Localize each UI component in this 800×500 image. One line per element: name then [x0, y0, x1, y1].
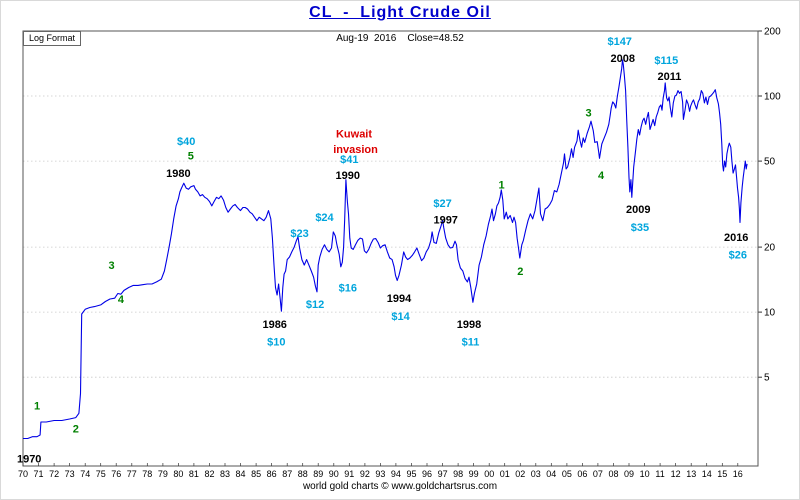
- x-axis-label-10: 10: [640, 469, 650, 479]
- x-axis-label-95: 95: [406, 469, 416, 479]
- x-axis-label-78: 78: [142, 469, 152, 479]
- x-axis-label-92: 92: [360, 469, 370, 479]
- x-axis-label-88: 88: [298, 469, 308, 479]
- annotation-1: 1: [34, 400, 40, 412]
- x-axis-label-72: 72: [49, 469, 59, 479]
- chart-subtitle: Aug-19 2016 Close=48.52: [336, 33, 464, 44]
- y-axis-label-5: 5: [764, 373, 770, 384]
- x-axis-label-03: 03: [531, 469, 541, 479]
- x-axis-label-91: 91: [344, 469, 354, 479]
- x-axis-label-71: 71: [33, 469, 43, 479]
- annotation-1990: 1990: [336, 170, 360, 182]
- x-axis-label-97: 97: [438, 469, 448, 479]
- x-axis-label-99: 99: [469, 469, 479, 479]
- x-axis-label-75: 75: [96, 469, 106, 479]
- y-axis-label-20: 20: [764, 243, 776, 254]
- annotation-1997: 1997: [433, 215, 457, 227]
- x-axis-label-79: 79: [158, 469, 168, 479]
- annotation-3: 3: [586, 107, 592, 119]
- x-axis-label-87: 87: [282, 469, 292, 479]
- annotation-2009: 2009: [626, 204, 650, 216]
- x-axis-label-02: 02: [515, 469, 525, 479]
- x-axis-label-14: 14: [702, 469, 712, 479]
- x-axis-label-04: 04: [546, 469, 556, 479]
- annotation-2011: 2011: [657, 71, 681, 83]
- log-format-label: Log Format: [23, 31, 82, 46]
- x-axis-label-05: 05: [562, 469, 572, 479]
- y-axis-label-100: 100: [764, 92, 781, 103]
- annotation-10: $10: [267, 337, 285, 349]
- annotation-24: $24: [315, 212, 334, 224]
- x-axis-label-11: 11: [655, 469, 664, 479]
- annotation-115: $115: [654, 55, 678, 67]
- x-axis-label-85: 85: [251, 469, 261, 479]
- annotation-4: 4: [118, 294, 125, 306]
- annotation-2: 2: [517, 266, 523, 278]
- annotation-41: $41: [340, 154, 358, 166]
- x-axis-label-96: 96: [422, 469, 432, 479]
- price-line: [23, 59, 748, 440]
- annotation-3: 3: [109, 260, 115, 272]
- annotation-40: $40: [177, 136, 195, 148]
- annotation-2016: 2016: [724, 232, 748, 244]
- x-axis-label-82: 82: [204, 469, 214, 479]
- annotation-2008: 2008: [611, 53, 635, 65]
- x-axis-label-07: 07: [593, 469, 603, 479]
- annotation-147: $147: [607, 36, 631, 48]
- x-axis-label-89: 89: [313, 469, 323, 479]
- x-axis-label-01: 01: [500, 469, 510, 479]
- annotation-invasion: invasion: [333, 144, 378, 156]
- footer-credit: world gold charts © www.goldchartsrus.co…: [302, 481, 498, 492]
- chart-title: CL - Light Crude Oil: [309, 4, 491, 21]
- x-axis-label-98: 98: [453, 469, 463, 479]
- annotation-4: 4: [598, 170, 605, 182]
- x-axis-label-83: 83: [220, 469, 230, 479]
- x-axis-label-08: 08: [608, 469, 618, 479]
- x-axis-label-16: 16: [733, 469, 743, 479]
- x-axis-label-15: 15: [717, 469, 727, 479]
- annotation-1: 1: [499, 179, 505, 191]
- plot-frame: [22, 30, 759, 467]
- x-axis-label-93: 93: [375, 469, 385, 479]
- annotation-12: $12: [306, 299, 324, 311]
- annotation-1980: 1980: [166, 168, 190, 180]
- x-axis-label-06: 06: [577, 469, 587, 479]
- y-axis-label-200: 200: [764, 27, 781, 38]
- y-axis-label-10: 10: [764, 308, 776, 319]
- x-axis-label-12: 12: [671, 469, 681, 479]
- x-axis-label-80: 80: [173, 469, 183, 479]
- annotation-1986: 1986: [262, 319, 286, 331]
- x-axis-label-86: 86: [267, 469, 277, 479]
- annotation-27: $27: [433, 198, 451, 210]
- x-axis-label-90: 90: [329, 469, 339, 479]
- x-axis-label-00: 00: [484, 469, 494, 479]
- y-axis-label-50: 50: [764, 157, 776, 168]
- annotation-5: 5: [188, 151, 194, 163]
- x-axis-label-76: 76: [111, 469, 121, 479]
- x-axis-label-77: 77: [127, 469, 137, 479]
- x-axis-label-09: 09: [624, 469, 634, 479]
- x-axis-label-81: 81: [189, 469, 199, 479]
- annotation-16: $16: [339, 283, 357, 295]
- x-axis-label-13: 13: [686, 469, 696, 479]
- annotation-kuwait: Kuwait: [336, 129, 372, 141]
- annotation-35: $35: [631, 222, 649, 234]
- annotation-2: 2: [73, 423, 79, 435]
- x-axis-label-70: 70: [18, 469, 28, 479]
- annotation-1970: 1970: [17, 454, 41, 466]
- annotation-1994: 1994: [387, 293, 412, 305]
- x-axis-label-84: 84: [235, 469, 245, 479]
- x-axis-label-94: 94: [391, 469, 401, 479]
- annotation-11: $11: [462, 337, 480, 349]
- annotation-23: $23: [290, 228, 308, 240]
- annotation-14: $14: [391, 311, 410, 323]
- x-axis-label-73: 73: [65, 469, 75, 479]
- annotation-26: $26: [729, 249, 747, 261]
- annotation-1998: 1998: [457, 319, 481, 331]
- x-axis-label-74: 74: [80, 469, 90, 479]
